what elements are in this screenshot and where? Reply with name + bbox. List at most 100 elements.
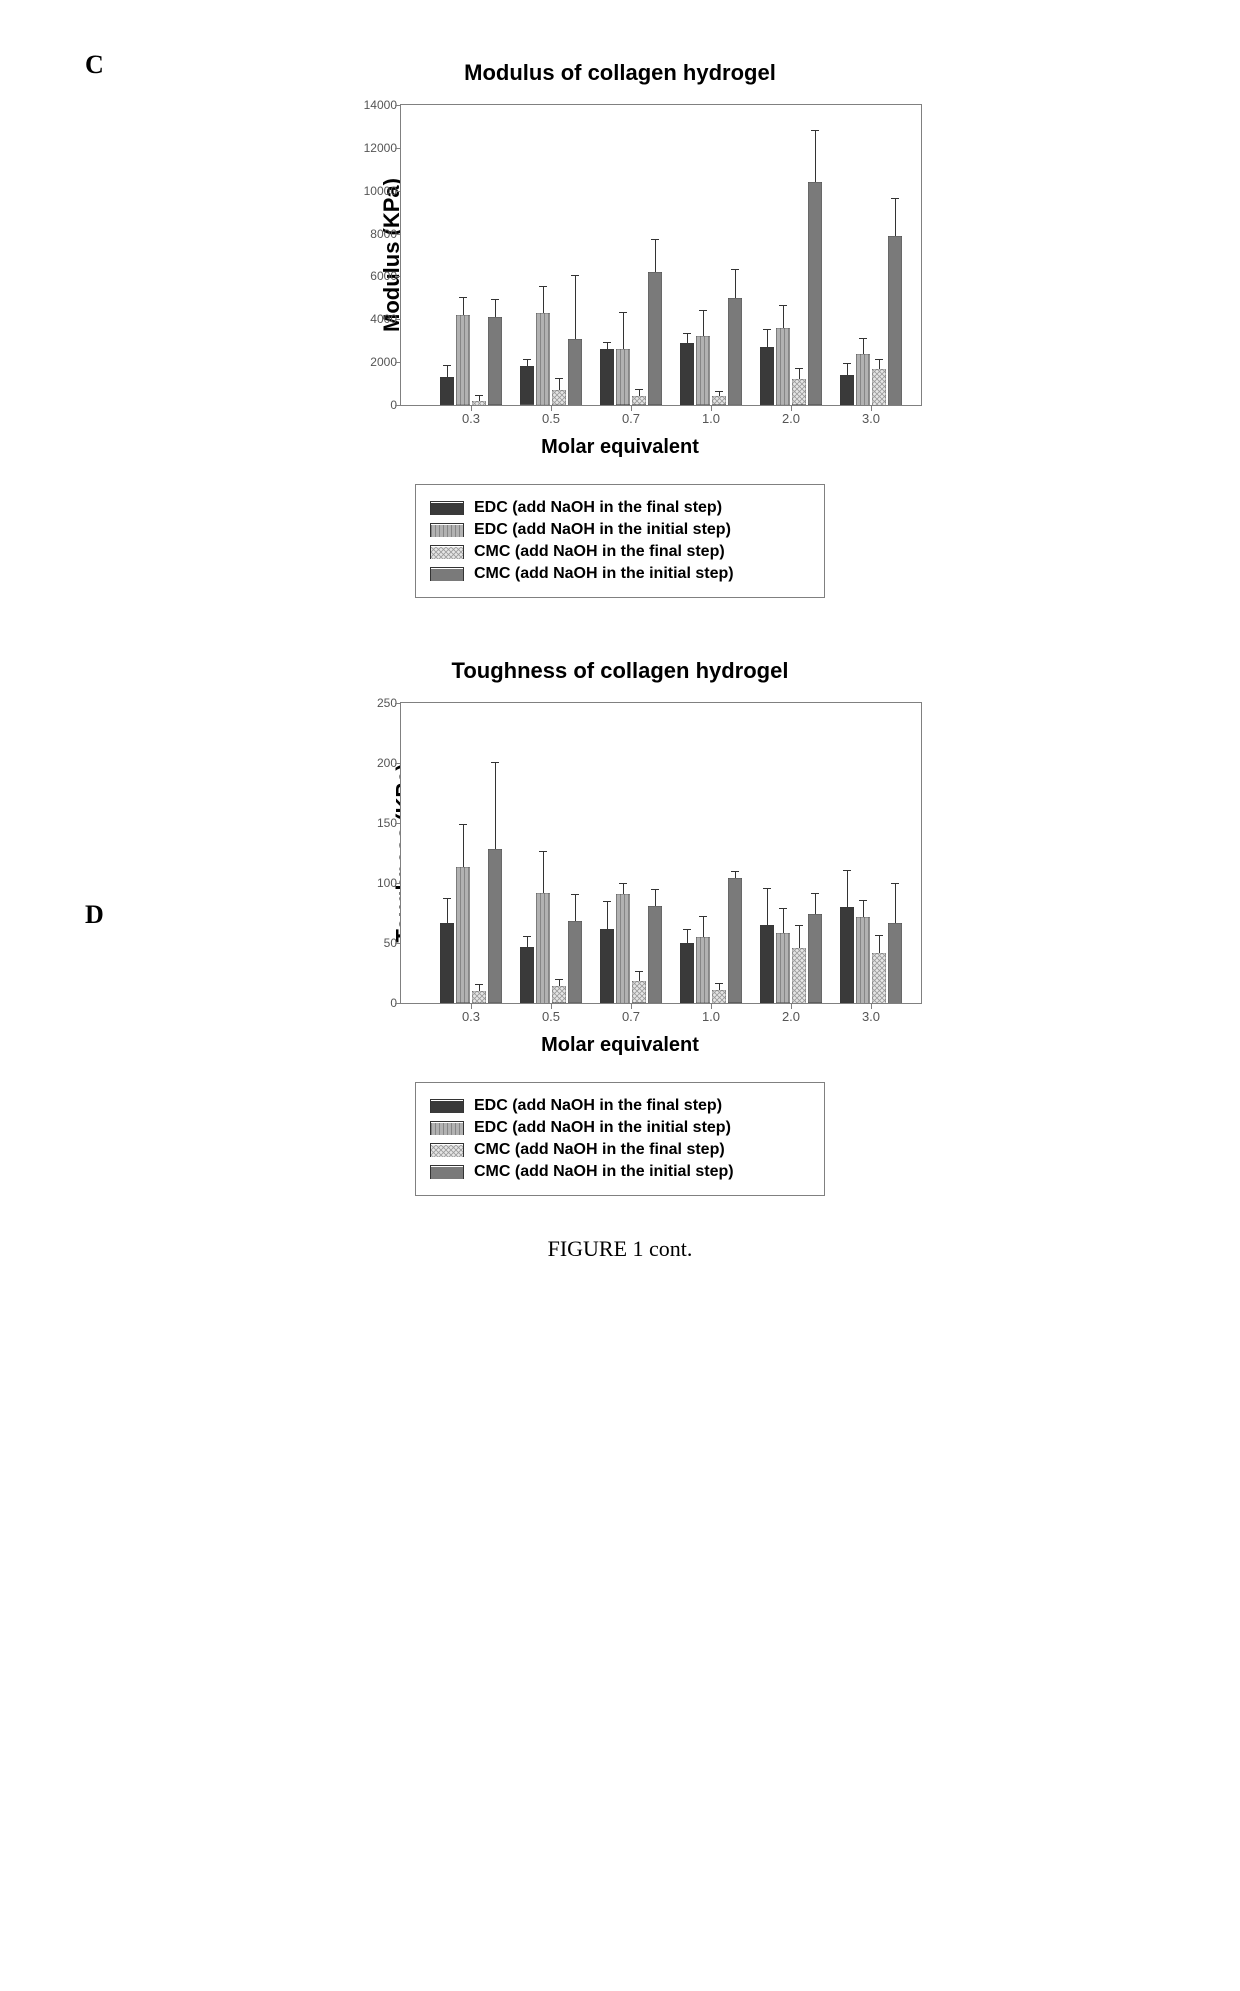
error-bar (607, 902, 608, 928)
error-bar (879, 360, 880, 369)
bar (520, 366, 534, 405)
error-bar (719, 392, 720, 396)
error-cap (763, 329, 771, 330)
bar (472, 991, 486, 1003)
ytick-mark (395, 823, 401, 824)
ytick-mark (395, 883, 401, 884)
ytick-label: 10000 (353, 184, 397, 198)
bar (440, 377, 454, 405)
error-cap (811, 130, 819, 131)
error-cap (875, 935, 883, 936)
legend-label: EDC (add NaOH in the final step) (474, 499, 722, 517)
xtick-mark (791, 405, 792, 411)
error-bar (623, 313, 624, 349)
error-bar (863, 901, 864, 917)
bar (632, 396, 646, 405)
error-cap (651, 239, 659, 240)
error-cap (731, 269, 739, 270)
error-bar (479, 985, 480, 991)
error-bar (527, 360, 528, 366)
legend-swatch (430, 1165, 464, 1179)
ytick-label: 250 (353, 696, 397, 710)
bar (872, 953, 886, 1003)
xtick-mark (551, 1003, 552, 1009)
ytick-mark (395, 405, 401, 406)
legend-row: CMC (add NaOH in the final step) (430, 543, 810, 561)
xtick-label: 0.3 (451, 411, 491, 426)
xtick-mark (871, 405, 872, 411)
error-cap (491, 299, 499, 300)
bar (648, 272, 662, 405)
ytick-mark (395, 943, 401, 944)
bar (680, 943, 694, 1003)
error-bar (895, 884, 896, 922)
bar (776, 328, 790, 405)
error-cap (523, 359, 531, 360)
bar (680, 343, 694, 405)
legend-swatch (430, 1099, 464, 1113)
xtick-label: 2.0 (771, 1009, 811, 1024)
xtick-mark (551, 405, 552, 411)
xtick-label: 1.0 (691, 1009, 731, 1024)
ytick-label: 50 (353, 936, 397, 950)
legend-label: CMC (add NaOH in the final step) (474, 1141, 725, 1159)
bar (760, 347, 774, 405)
error-cap (619, 883, 627, 884)
xtick-mark (471, 1003, 472, 1009)
bar (472, 401, 486, 405)
error-cap (475, 984, 483, 985)
error-bar (767, 889, 768, 925)
bar (856, 917, 870, 1003)
legend-swatch (430, 567, 464, 581)
error-bar (655, 890, 656, 906)
error-cap (571, 894, 579, 895)
bar (728, 878, 742, 1003)
legend-row: CMC (add NaOH in the final step) (430, 1141, 810, 1159)
bar (536, 313, 550, 405)
error-bar (735, 270, 736, 298)
plot-c: 020004000600080001000012000140000.30.50.… (400, 104, 922, 406)
xtick-label: 3.0 (851, 1009, 891, 1024)
error-bar (799, 926, 800, 948)
bar (696, 336, 710, 405)
ytick-label: 100 (353, 876, 397, 890)
error-cap (555, 979, 563, 980)
panel-letter-d: D (85, 900, 104, 930)
legend-label: CMC (add NaOH in the final step) (474, 543, 725, 561)
ytick-mark (395, 191, 401, 192)
error-bar (575, 276, 576, 338)
xtick-label: 0.7 (611, 411, 651, 426)
legend-label: EDC (add NaOH in the initial step) (474, 521, 731, 539)
error-cap (811, 893, 819, 894)
legend-swatch (430, 1143, 464, 1157)
bar (696, 937, 710, 1003)
ytick-mark (395, 319, 401, 320)
error-bar (783, 909, 784, 933)
bar (888, 236, 902, 405)
error-cap (635, 389, 643, 390)
bar (616, 349, 630, 405)
error-cap (891, 883, 899, 884)
error-cap (635, 971, 643, 972)
xtick-mark (711, 1003, 712, 1009)
legend-swatch (430, 545, 464, 559)
error-bar (543, 287, 544, 313)
chart-title-c: Modulus of collagen hydrogel (300, 60, 940, 86)
error-bar (463, 298, 464, 315)
bar (776, 933, 790, 1003)
error-cap (683, 333, 691, 334)
error-cap (795, 368, 803, 369)
xaxis-label-c: Molar equivalent (300, 436, 940, 459)
error-bar (655, 240, 656, 272)
error-bar (879, 936, 880, 953)
ytick-mark (395, 148, 401, 149)
ytick-mark (395, 362, 401, 363)
legend-label: EDC (add NaOH in the final step) (474, 1097, 722, 1115)
error-bar (527, 937, 528, 947)
error-bar (575, 895, 576, 921)
bar (808, 914, 822, 1003)
error-cap (443, 365, 451, 366)
chart-title-d: Toughness of collagen hydrogel (300, 658, 940, 684)
error-cap (539, 286, 547, 287)
error-bar (623, 884, 624, 894)
